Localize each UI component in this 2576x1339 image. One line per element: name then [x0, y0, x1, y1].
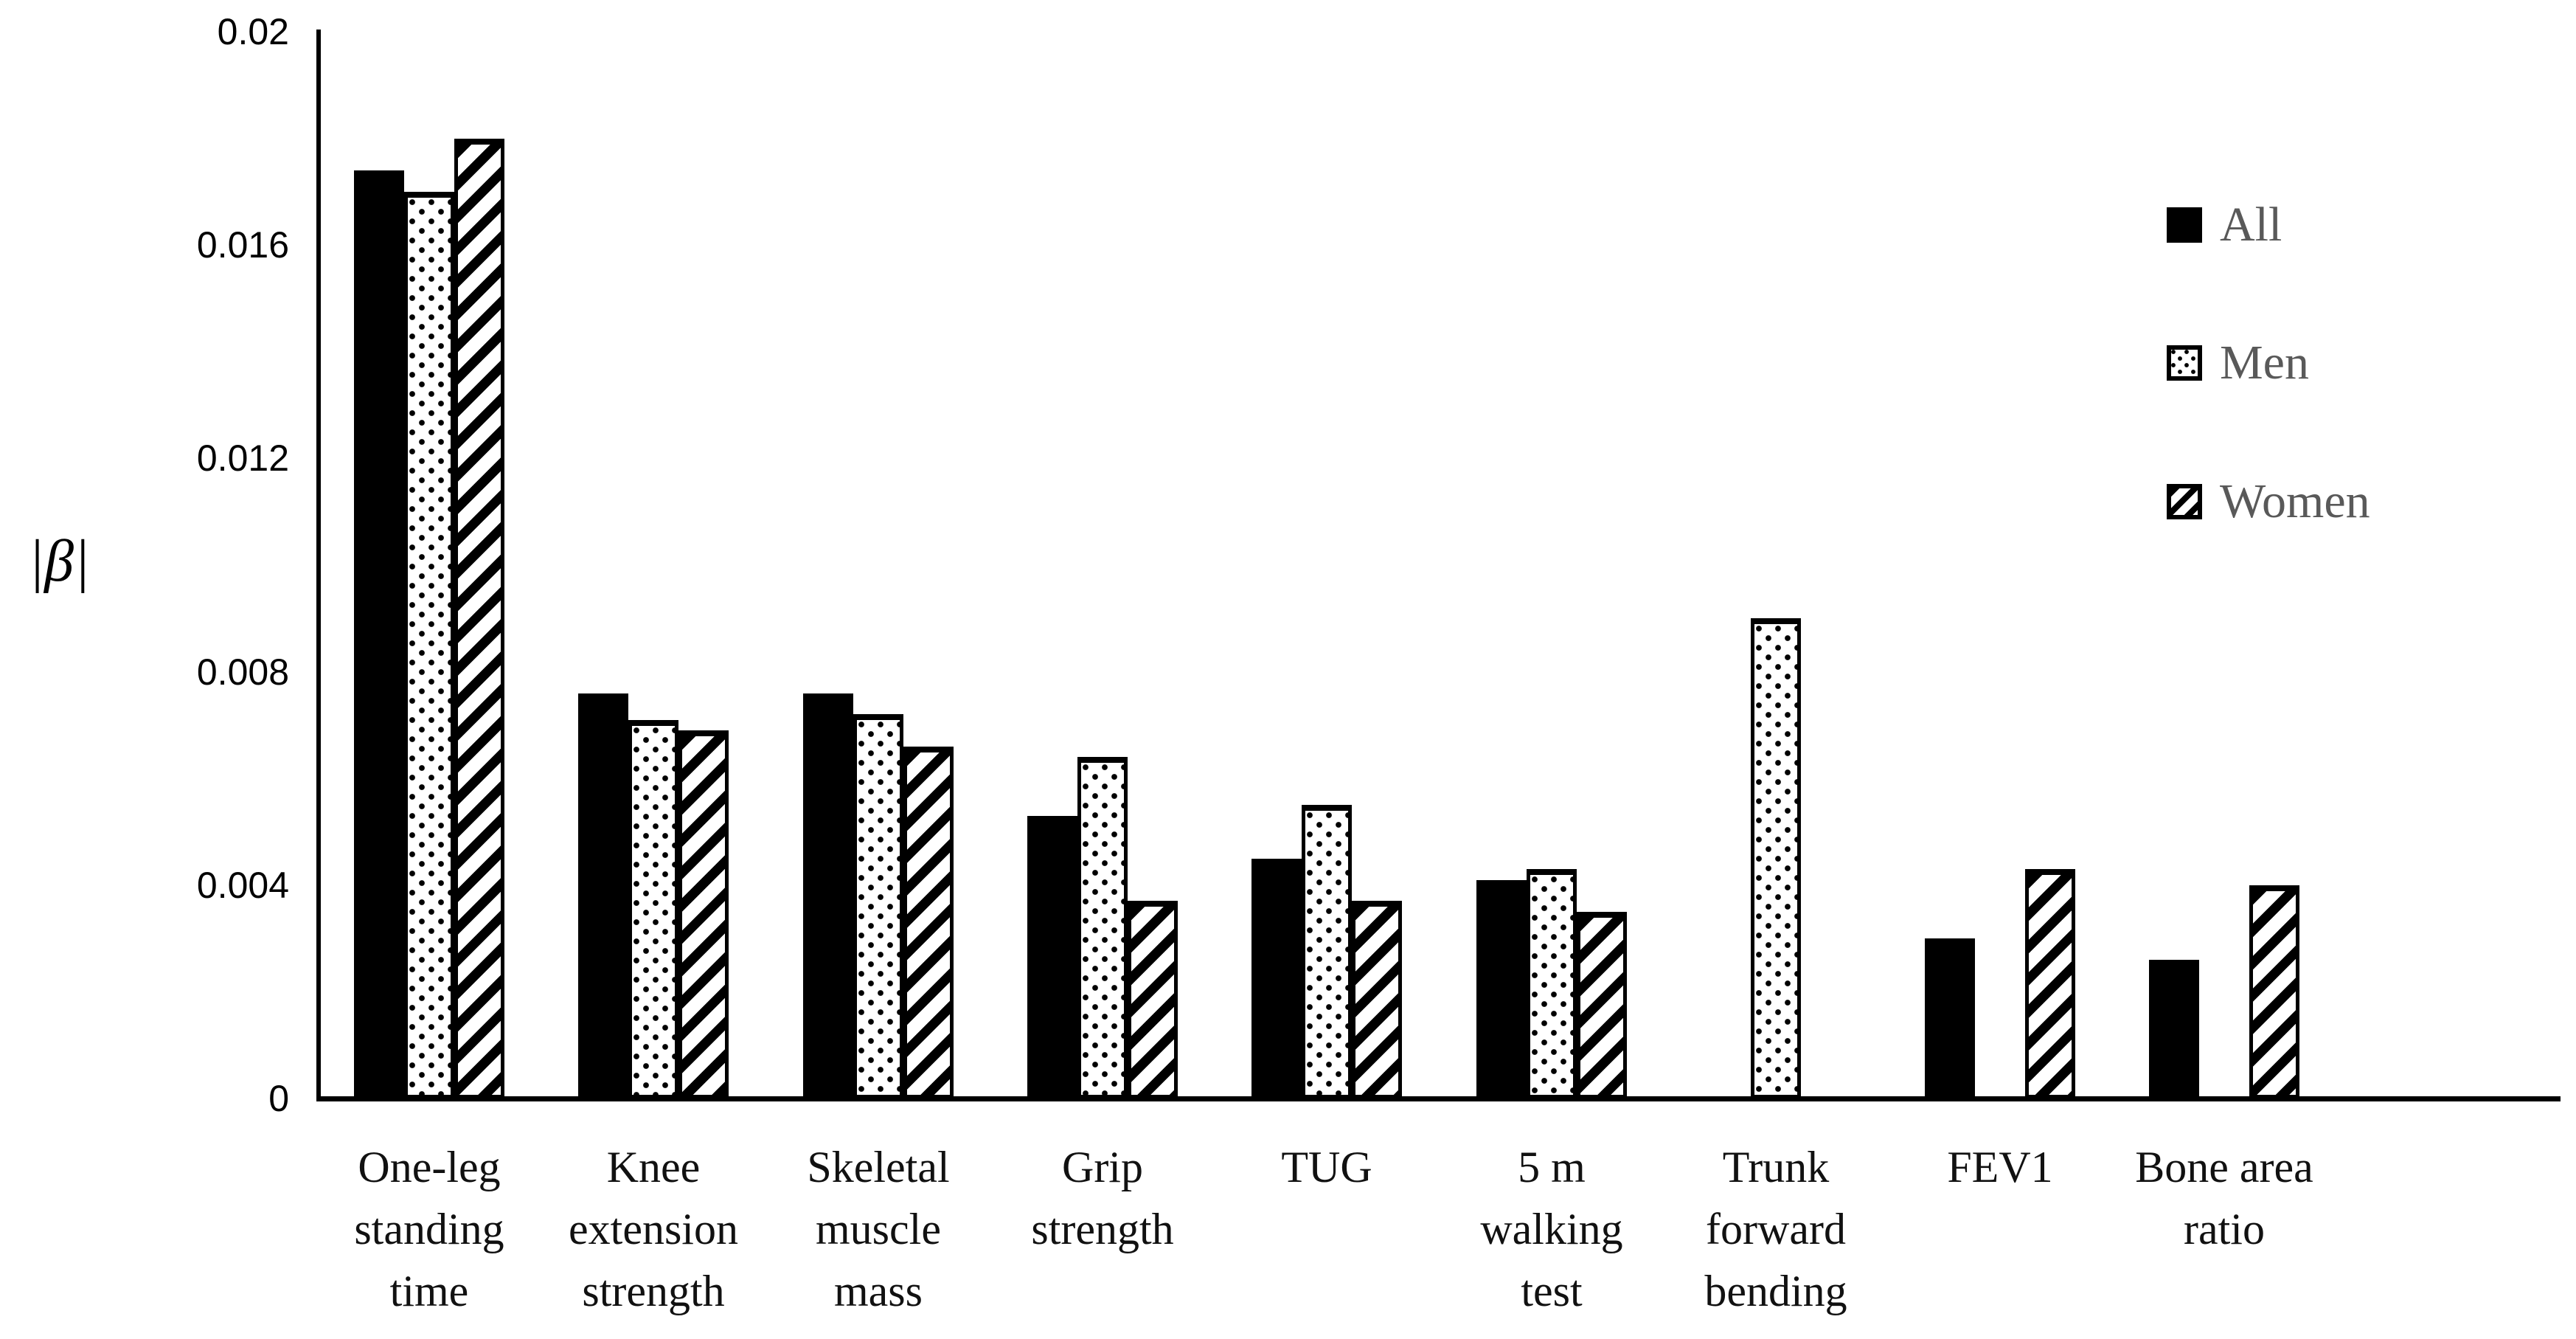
category-label-one-leg-standing-time: One-leg standing time [354, 1143, 504, 1315]
category-label-5-m-walking-test: 5 m walking test [1480, 1143, 1623, 1315]
legend-label-women: Women [2220, 474, 2370, 528]
legend-swatch-solid-black-icon [2167, 207, 2202, 243]
category-label-bone-area-ratio: Bone area ratio [2135, 1143, 2313, 1253]
legend-item-men: Men [2167, 333, 2309, 392]
bar-all-knee-extension-strength [578, 693, 628, 1098]
y-tick-label-0.016: 0.016 [196, 224, 289, 266]
category-label-skeletal-muscle-mass: Skeletal muscle mass [807, 1143, 950, 1315]
bar-women-grip-strength [1128, 901, 1178, 1098]
legend-item-women: Women [2167, 472, 2370, 531]
bar-women-5-m-walking-test [1577, 912, 1627, 1098]
bar-men-skeletal-muscle-mass [853, 714, 903, 1098]
y-tick-label-0.008: 0.008 [196, 651, 289, 693]
bar-all-grip-strength [1027, 816, 1077, 1098]
y-tick-label-0.012: 0.012 [196, 437, 289, 480]
bar-men-5-m-walking-test [1527, 869, 1577, 1098]
category-label-knee-extension-strength: Knee extension strength [569, 1143, 738, 1315]
category-label-grip-strength: Grip strength [1031, 1143, 1174, 1253]
bar-all-bone-area-ratio [2149, 960, 2199, 1098]
bar-men-knee-extension-strength [628, 720, 678, 1098]
legend-item-all: All [2167, 196, 2282, 255]
bar-women-one-leg-standing-time [454, 139, 504, 1098]
bar-men-one-leg-standing-time [404, 192, 454, 1098]
y-tick-label-0: 0 [268, 1078, 289, 1119]
bar-women-knee-extension-strength [678, 730, 729, 1098]
category-label-fev1: FEV1 [1947, 1143, 2053, 1191]
bar-women-skeletal-muscle-mass [903, 747, 954, 1098]
legend-swatch-dotted-icon [2167, 345, 2202, 381]
y-axis-line [316, 30, 321, 1101]
bar-all-tug [1251, 859, 1302, 1098]
bar-men-grip-strength [1077, 757, 1128, 1098]
y-tick-label-0.004: 0.004 [196, 864, 289, 906]
x-axis-line [316, 1096, 2561, 1101]
bar-all-one-leg-standing-time [354, 170, 404, 1098]
y-tick-label-0.02: 0.02 [217, 11, 289, 52]
bar-women-tug [1352, 901, 1402, 1098]
bar-men-trunk-forward-bending [1751, 618, 1801, 1098]
bar-women-fev1 [2025, 869, 2075, 1098]
legend-label-all: All [2220, 198, 2282, 252]
legend-label-men: Men [2220, 336, 2309, 390]
bar-men-tug [1302, 805, 1352, 1098]
bar-all-5-m-walking-test [1476, 880, 1527, 1098]
y-axis-title: |β| [28, 529, 90, 594]
bar-women-bone-area-ratio [2249, 885, 2299, 1098]
legend-swatch-diagonal-hatch-icon [2167, 484, 2202, 519]
bar-all-fev1 [1925, 938, 1975, 1098]
category-label-tug: TUG [1281, 1143, 1372, 1191]
category-label-trunk-forward-bending: Trunk forward bending [1704, 1143, 1847, 1315]
bar-all-skeletal-muscle-mass [803, 693, 853, 1098]
